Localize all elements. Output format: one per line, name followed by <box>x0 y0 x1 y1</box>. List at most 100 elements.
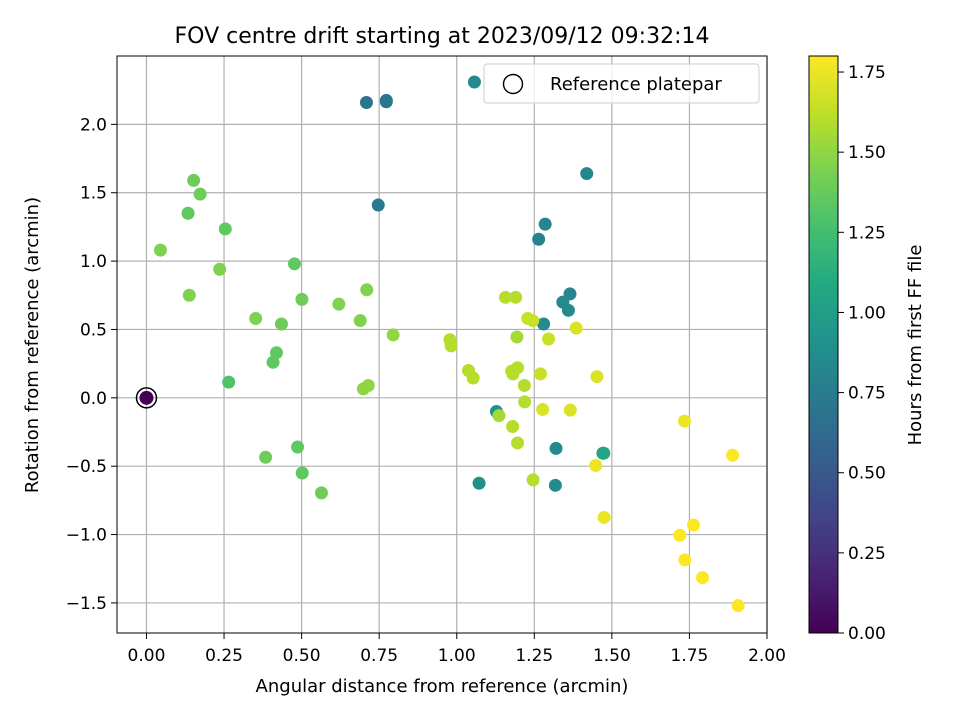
scatter-point <box>532 232 546 246</box>
scatter-point <box>295 292 309 306</box>
scatter-point <box>673 528 687 542</box>
scatter-point <box>498 290 512 304</box>
scatter-point <box>249 312 263 326</box>
scatter-point <box>181 206 195 220</box>
colorbar-ticks: 0.00 0.25 0.50 0.75 1.00 1.25 1.50 1.75 <box>838 63 886 644</box>
y-tick-label: 0.0 <box>80 389 107 409</box>
x-axis-ticks: 0.00 0.25 0.50 0.75 1.00 1.25 1.50 1.75 2.00 <box>128 633 786 666</box>
scatter-point <box>222 375 236 389</box>
scatter-point <box>492 409 506 423</box>
scatter-point <box>548 478 562 492</box>
y-axis-ticks: −1.5 −1.0 −0.5 0.0 0.5 1.0 1.5 2.0 <box>66 115 117 614</box>
scatter-point <box>511 436 525 450</box>
scatter-point <box>153 243 167 257</box>
reference-point <box>139 390 154 405</box>
colorbar-gradient <box>808 55 839 634</box>
y-tick-label: −1.5 <box>66 594 107 614</box>
scatter-points <box>135 75 745 613</box>
x-tick-label: 0.25 <box>205 646 243 666</box>
y-tick-label: −1.0 <box>66 526 107 546</box>
legend-marker-icon <box>502 73 524 95</box>
scatter-point <box>526 473 540 487</box>
scatter-point <box>353 314 367 328</box>
scatter-point <box>537 317 551 331</box>
scatter-point <box>590 370 604 384</box>
x-tick-label: 1.75 <box>671 646 709 666</box>
scatter-point <box>580 167 594 181</box>
scatter-point <box>509 290 523 304</box>
x-tick-label: 1.50 <box>593 646 631 666</box>
x-axis-label: Angular distance from reference (arcmin) <box>256 676 629 697</box>
scatter-point <box>193 187 207 201</box>
scatter-point <box>266 355 280 369</box>
colorbar-label: Hours from first FF file <box>905 245 926 446</box>
scatter-point <box>506 420 520 434</box>
reference-ring-icon <box>135 387 158 409</box>
chart-title: FOV centre drift starting at 2023/09/12 … <box>175 24 710 49</box>
colorbar-tick-label: 0.00 <box>848 624 886 644</box>
scatter-point <box>361 379 375 393</box>
scatter-point <box>213 262 227 276</box>
scatter-point <box>686 518 700 532</box>
scatter-point <box>597 510 611 524</box>
scatter-point <box>561 303 575 317</box>
scatter-point <box>287 257 301 271</box>
scatter-point <box>467 75 481 89</box>
scatter-point <box>332 297 346 311</box>
scatter-point <box>597 446 611 460</box>
x-tick-label: 2.00 <box>748 646 786 666</box>
y-tick-label: 0.5 <box>80 320 107 340</box>
scatter-point <box>569 321 583 335</box>
scatter-point <box>695 571 709 585</box>
scatter-point <box>274 317 288 331</box>
scatter-point <box>182 288 196 302</box>
scatter-point <box>549 441 563 455</box>
y-tick-label: 1.0 <box>80 252 107 272</box>
colorbar-tick-label: 1.25 <box>848 223 886 243</box>
scatter-point <box>259 450 273 464</box>
scatter-point <box>472 476 486 490</box>
x-tick-label: 0.00 <box>128 646 166 666</box>
y-tick-label: −0.5 <box>66 457 107 477</box>
legend: Reference platepar <box>483 63 760 104</box>
scatter-point <box>218 222 232 236</box>
y-axis-label: Rotation from reference (arcmin) <box>22 197 43 493</box>
scatter-point <box>466 371 480 385</box>
scatter-point <box>526 314 540 328</box>
y-tick-label: 1.5 <box>80 184 107 204</box>
legend-box <box>483 63 760 104</box>
scatter-point <box>731 599 745 613</box>
x-tick-label: 1.00 <box>438 646 476 666</box>
scatter-point <box>677 414 691 428</box>
scatter-point <box>536 402 550 416</box>
scatter-point <box>359 95 373 109</box>
scatter-point <box>518 395 532 409</box>
scatter-point <box>314 486 328 500</box>
scatter-point <box>371 198 385 212</box>
scatter-point <box>506 367 520 381</box>
scatter-point <box>534 367 548 381</box>
x-tick-label: 0.50 <box>283 646 321 666</box>
scatter-point <box>444 339 458 353</box>
y-tick-label: 2.0 <box>80 115 107 135</box>
scatter-point <box>517 379 531 393</box>
colorbar-tick-label: 0.75 <box>848 384 886 404</box>
x-tick-label: 0.75 <box>360 646 398 666</box>
colorbar-tick-label: 1.00 <box>848 303 886 323</box>
scatter-point <box>678 553 692 567</box>
scatter-point <box>589 459 603 473</box>
colorbar: 0.00 0.25 0.50 0.75 1.00 1.25 1.50 1.75 Hours f… <box>808 55 926 644</box>
scatter-point <box>187 173 201 187</box>
scatter-point <box>538 217 552 231</box>
scatter-point <box>386 328 400 342</box>
scatter-point <box>510 330 524 344</box>
scatter-point <box>563 403 577 417</box>
scatter-point <box>726 448 740 462</box>
scatter-point <box>295 466 309 480</box>
legend-label-reference: Reference platepar <box>550 74 722 95</box>
plot-frame <box>116 55 768 634</box>
colorbar-tick-label: 0.50 <box>848 464 886 484</box>
x-tick-label: 1.25 <box>515 646 553 666</box>
scatter-point <box>360 283 374 297</box>
